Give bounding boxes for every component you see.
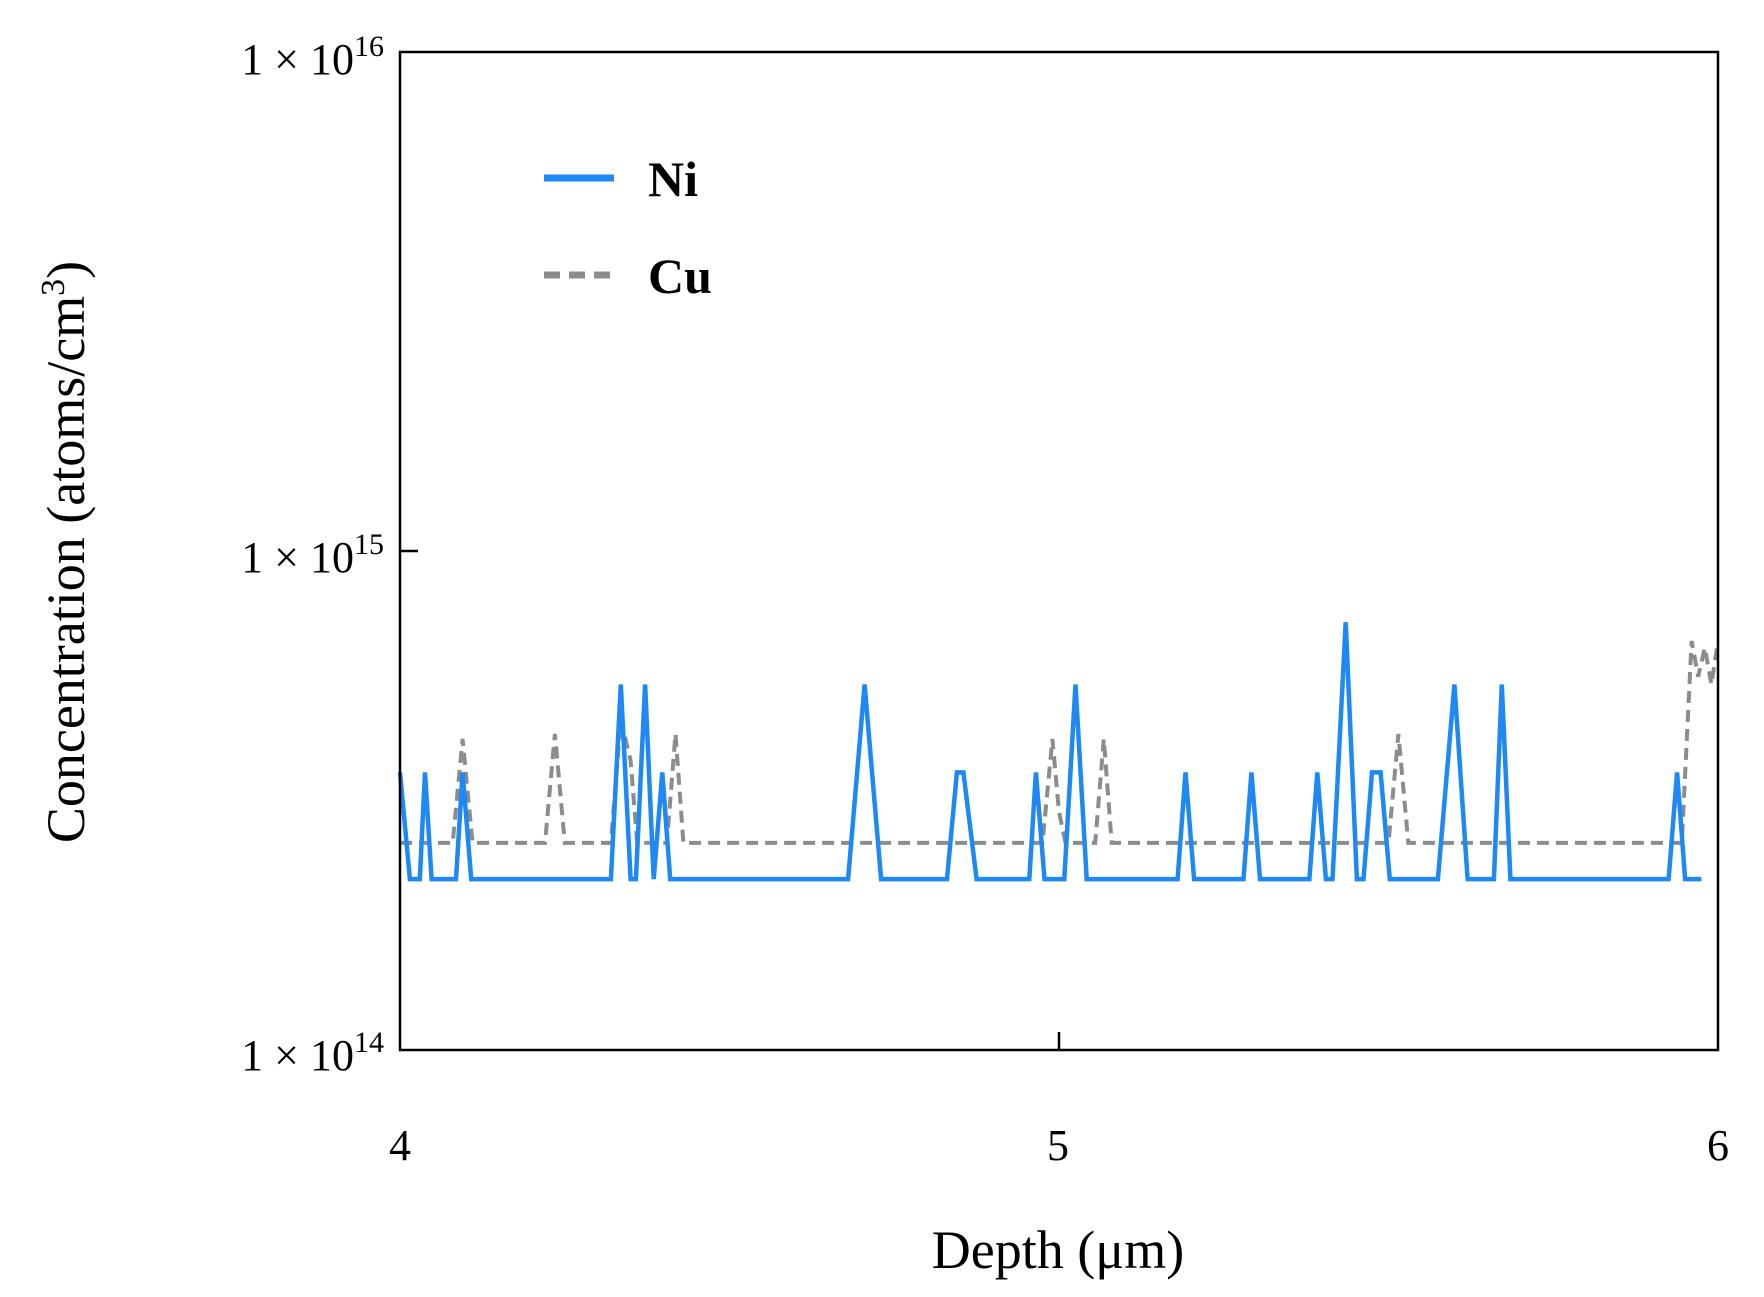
- x-tick-label-6: 6: [1707, 1121, 1729, 1170]
- y-axis-label: Concentration (atoms/cm3): [35, 261, 96, 843]
- x-tick-label-4: 4: [389, 1121, 411, 1170]
- x-axis-label: Depth (μm): [932, 1220, 1184, 1280]
- y-tick-label-1e15: 1 × 1015: [241, 528, 384, 582]
- series-line-cu: [400, 640, 1720, 845]
- legend-label-ni: Ni: [648, 151, 698, 207]
- series-line-ni: [397, 622, 1702, 882]
- legend-label-cu: Cu: [648, 248, 712, 304]
- series-layer: [397, 622, 1720, 882]
- plot-frame: [398, 50, 1720, 1052]
- legend: Ni Cu: [544, 151, 712, 304]
- x-tick-label-5: 5: [1047, 1121, 1069, 1170]
- y-tick-label-1e16: 1 × 1016: [241, 30, 384, 84]
- y-tick-label-1e14: 1 × 1014: [241, 1026, 384, 1080]
